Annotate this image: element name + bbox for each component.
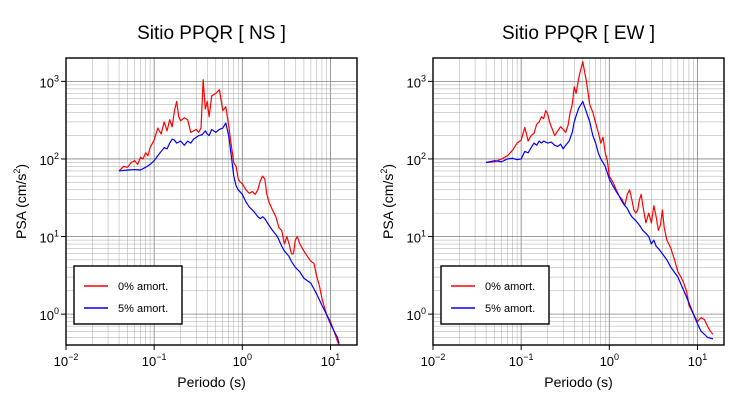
y-axis-label-sup: 2 <box>12 169 22 174</box>
tick-base: 10 <box>407 231 421 246</box>
y-tick-label-text: 103 <box>40 73 59 90</box>
legend-box <box>440 265 550 325</box>
y-tick-label-text: 100 <box>407 306 426 323</box>
x-tick-label-text: 101 <box>688 352 707 369</box>
tick-exponent: 0 <box>614 352 619 362</box>
tick-base: 10 <box>509 354 523 369</box>
x-tick-label: 10−2 <box>54 352 79 369</box>
y-axis-label-main: PSA (cm/s <box>380 174 396 239</box>
chart-title: Sitio PPQR [ EW ] <box>502 23 655 44</box>
y-tick-label: 103 <box>407 73 426 90</box>
series-line-0 <box>118 79 340 346</box>
x-tick-label: 100 <box>600 352 619 369</box>
x-tick-label-text: 10−2 <box>54 352 79 369</box>
y-tick-label: 100 <box>40 306 59 323</box>
tick-exponent: −1 <box>156 352 166 362</box>
tick-exponent: 3 <box>54 73 59 83</box>
x-tick-label-text: 10−1 <box>142 352 167 369</box>
tick-exponent: 0 <box>247 352 252 362</box>
x-tick-label-text: 10−2 <box>421 352 446 369</box>
legend-label-0: 0% amort. <box>118 281 168 293</box>
tick-base: 10 <box>407 75 421 90</box>
x-axis-label: Periodo (s) <box>177 374 245 390</box>
tick-exponent: 0 <box>421 306 426 316</box>
y-tick-label: 103 <box>40 73 59 90</box>
tick-base: 10 <box>407 153 421 168</box>
chart-title: Sitio PPQR [ NS ] <box>137 23 286 44</box>
y-tick-label: 100 <box>407 306 426 323</box>
tick-base: 10 <box>688 354 702 369</box>
y-tick-label-text: 100 <box>40 306 59 323</box>
legend-label-1: 5% amort. <box>118 303 168 315</box>
x-tick-label-text: 100 <box>600 352 619 369</box>
tick-base: 10 <box>233 354 247 369</box>
x-tick-label: 10−2 <box>421 352 446 369</box>
legend: 0% amort. 5% amort. <box>73 265 183 325</box>
plot-frame <box>65 57 358 346</box>
tick-base: 10 <box>40 153 54 168</box>
tick-base: 10 <box>40 308 54 323</box>
tick-exponent: −2 <box>68 352 78 362</box>
y-axis-label-end: ) <box>380 164 396 169</box>
x-tick-label-text: 101 <box>321 352 340 369</box>
tick-base: 10 <box>54 354 68 369</box>
y-tick-label: 102 <box>407 151 426 168</box>
y-axis-label: PSA (cm/s2) <box>379 164 396 239</box>
legend-label-0: 0% amort. <box>485 281 535 293</box>
x-tick-label: 101 <box>688 352 707 369</box>
tick-base: 10 <box>421 354 435 369</box>
y-tick-label: 101 <box>407 229 426 246</box>
tick-base: 10 <box>40 231 54 246</box>
y-tick-label-text: 101 <box>407 229 426 246</box>
tick-base: 10 <box>321 354 335 369</box>
y-axis-label-main: PSA (cm/s <box>13 174 29 239</box>
x-tick-label: 101 <box>321 352 340 369</box>
x-tick-label-text: 100 <box>233 352 252 369</box>
y-tick-label-text: 102 <box>40 151 59 168</box>
y-tick-label: 102 <box>40 151 59 168</box>
y-axis-label-sup: 2 <box>379 169 389 174</box>
legend-box <box>73 265 183 325</box>
tick-exponent: 1 <box>335 352 340 362</box>
tick-exponent: 1 <box>702 352 707 362</box>
x-tick-label: 10−1 <box>509 352 534 369</box>
series-line-0 <box>486 60 714 335</box>
series-line-1 <box>485 100 714 340</box>
plot-frame <box>432 57 725 346</box>
y-axis-label-end: ) <box>13 164 29 169</box>
tick-exponent: 3 <box>421 73 426 83</box>
x-tick-label-text: 10−1 <box>509 352 534 369</box>
tick-exponent: 2 <box>54 151 59 161</box>
tick-exponent: 1 <box>421 229 426 239</box>
y-tick-label-text: 102 <box>407 151 426 168</box>
tick-exponent: 1 <box>54 229 59 239</box>
x-axis-label: Periodo (s) <box>544 374 612 390</box>
y-tick-label-text: 103 <box>407 73 426 90</box>
tick-base: 10 <box>40 75 54 90</box>
tick-exponent: 2 <box>421 151 426 161</box>
x-tick-label: 10−1 <box>142 352 167 369</box>
legend-label-1: 5% amort. <box>485 303 535 315</box>
x-tick-label: 100 <box>233 352 252 369</box>
y-tick-label: 101 <box>40 229 59 246</box>
tick-base: 10 <box>142 354 156 369</box>
y-tick-label-text: 101 <box>40 229 59 246</box>
y-axis-label: PSA (cm/s2) <box>12 164 29 239</box>
series-line-1 <box>119 122 340 344</box>
tick-exponent: −2 <box>435 352 445 362</box>
tick-exponent: 0 <box>54 306 59 316</box>
grid-lines <box>65 57 358 346</box>
tick-base: 10 <box>600 354 614 369</box>
tick-base: 10 <box>407 308 421 323</box>
tick-exponent: −1 <box>523 352 533 362</box>
legend: 0% amort. 5% amort. <box>440 265 550 325</box>
